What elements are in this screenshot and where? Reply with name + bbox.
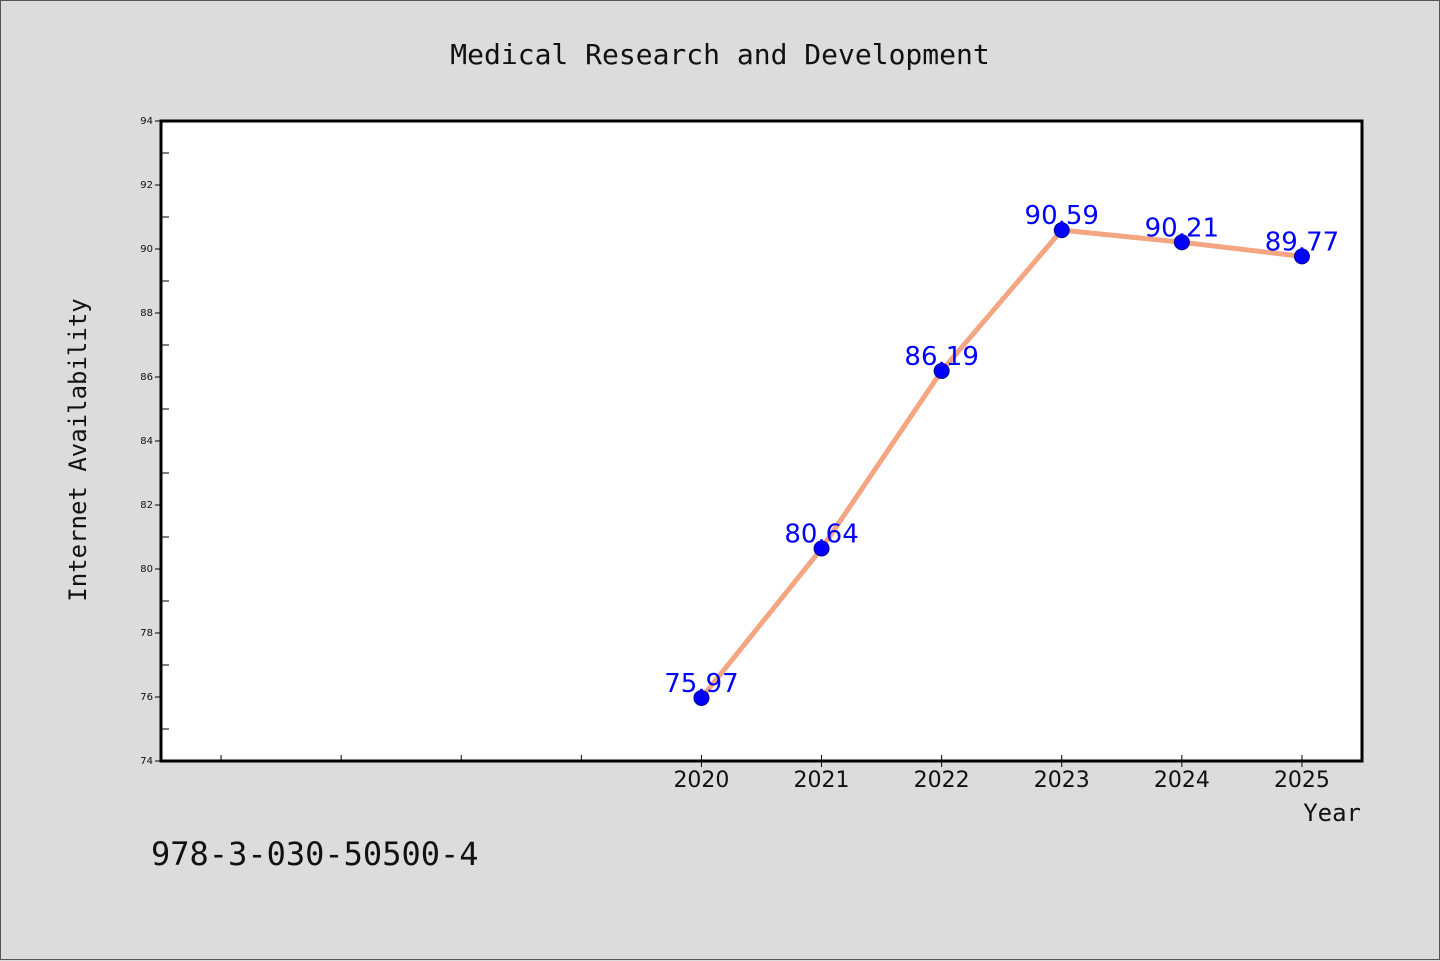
y-tick-label: 86	[140, 372, 153, 383]
x-tick-label: 2023	[1034, 768, 1090, 793]
y-tick-label: 88	[140, 308, 153, 319]
series: 75.97 80.64 86.19 90.59 90.21 89.77	[664, 201, 1339, 706]
x-axis: 2020 2021 2022 2023 2024 2025	[220, 755, 1330, 793]
data-point	[1053, 222, 1070, 239]
chart-title: Medical Research and Development	[450, 38, 989, 71]
y-tick-label: 76	[140, 692, 153, 703]
data-label: 86.19	[904, 342, 978, 372]
y-tick-label: 74	[140, 756, 153, 767]
data-point	[1173, 234, 1190, 251]
x-tick-label: 2022	[914, 768, 970, 793]
x-tick-label: 2025	[1274, 768, 1330, 793]
y-tick-label: 78	[140, 628, 153, 639]
series-line	[698, 227, 1305, 701]
y-tick-label: 82	[140, 500, 153, 511]
data-point	[693, 689, 710, 706]
y-axis-label: Internet Availability	[64, 298, 92, 601]
data-label: 75.97	[664, 669, 738, 699]
plot-area	[159, 119, 1364, 763]
x-tick-label: 2020	[673, 768, 729, 793]
y-tick-label: 94	[140, 116, 153, 127]
y-tick-label: 90	[140, 244, 153, 255]
y-tick-label: 84	[140, 436, 153, 447]
data-point	[1293, 248, 1310, 265]
y-tick-label: 80	[140, 564, 153, 575]
x-tick-label: 2024	[1154, 768, 1210, 793]
data-label: 90.59	[1025, 201, 1099, 231]
y-axis: 74 76 78 80 82 84 86 88 90 92 94	[140, 116, 169, 767]
data-label: 80.64	[784, 520, 858, 550]
data-point	[813, 540, 830, 557]
data-point	[933, 362, 950, 379]
x-tick-label: 2021	[794, 768, 850, 793]
x-axis-label: Year	[1303, 799, 1361, 827]
data-label: 89.77	[1265, 227, 1339, 257]
data-label: 90.21	[1145, 213, 1219, 243]
y-tick-label: 92	[140, 180, 153, 191]
annotation-text: 978-3-030-50500-4	[151, 835, 479, 873]
